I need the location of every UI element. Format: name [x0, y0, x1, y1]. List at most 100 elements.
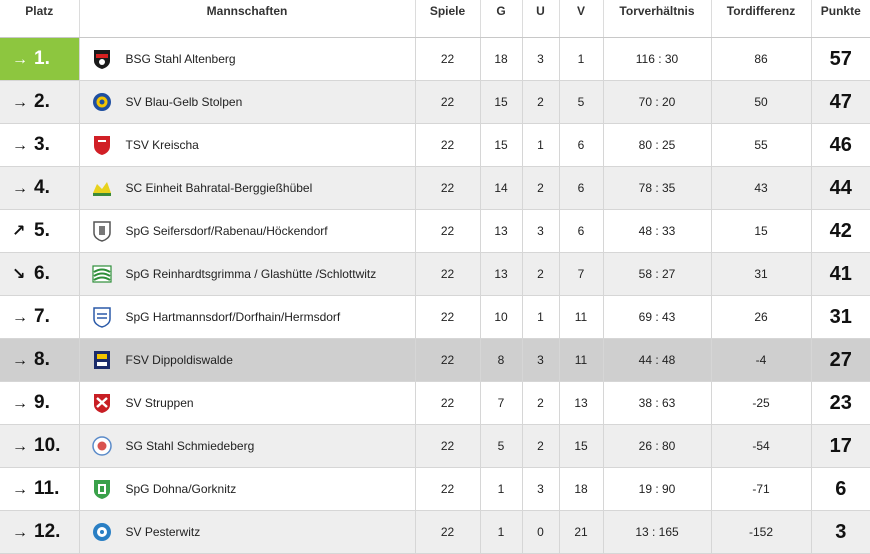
- tordifferenz-cell: -71: [710, 467, 811, 511]
- team-name[interactable]: SV Pesterwitz: [125, 525, 201, 539]
- g-cell: 18: [479, 37, 522, 81]
- trend-arrow-icon: ↗: [12, 223, 26, 240]
- team-name[interactable]: SpG Seifersdorf/Rabenau/Höckendorf: [125, 224, 328, 238]
- rank-number: 5.: [34, 220, 50, 241]
- g-cell: 13: [479, 209, 522, 253]
- g-cell: 7: [479, 381, 522, 425]
- rank-number: 6.: [34, 263, 50, 284]
- u-cell: 0: [521, 510, 559, 554]
- tordifferenz-cell: -54: [710, 424, 811, 468]
- team-name[interactable]: SpG Hartmannsdorf/Dorfhain/Hermsdorf: [125, 310, 341, 324]
- header-row: Platz Mannschaften Spiele G U V Torverhä…: [0, 0, 870, 38]
- v-cell: 11: [558, 295, 603, 339]
- spiele-cell: 22: [414, 295, 480, 339]
- torverhaeltnis-cell: 80 : 25: [602, 123, 711, 167]
- table-row: → 7. SpG Hartmannsdorf/Dorfhain/Hermsdorf 2…: [0, 295, 870, 339]
- crest-green-white-icon: [91, 263, 112, 285]
- header-platz: Platz: [0, 0, 79, 38]
- trend-arrow-icon: →: [12, 438, 28, 455]
- spiele-cell: 22: [414, 80, 480, 124]
- u-cell: 2: [521, 381, 559, 425]
- tordifferenz-cell: -4: [710, 338, 811, 382]
- header-torverhaeltnis: Torverhältnis: [602, 0, 711, 38]
- rank-number: 11.: [34, 478, 60, 499]
- team-cell[interactable]: SV Pesterwitz: [78, 510, 415, 554]
- v-cell: 21: [558, 510, 603, 554]
- u-cell: 2: [521, 80, 559, 124]
- spiele-cell: 22: [414, 37, 480, 81]
- punkte-cell: 23: [810, 381, 870, 425]
- tordifferenz-cell: -152: [710, 510, 811, 554]
- team-name[interactable]: SpG Dohna/Gorknitz: [125, 482, 237, 496]
- punkte-cell: 44: [810, 166, 870, 210]
- punkte-cell: 17: [810, 424, 870, 468]
- v-cell: 6: [558, 209, 603, 253]
- u-cell: 1: [521, 295, 559, 339]
- spiele-cell: 22: [414, 338, 480, 382]
- tordifferenz-cell: 15: [710, 209, 811, 253]
- spiele-cell: 22: [414, 424, 480, 468]
- torverhaeltnis-cell: 69 : 43: [602, 295, 711, 339]
- header-g: G: [479, 0, 522, 38]
- crest-blue-yellow-icon: [92, 91, 112, 113]
- team-cell[interactable]: SpG Hartmannsdorf/Dorfhain/Hermsdorf: [78, 295, 415, 339]
- team-cell[interactable]: SC Einheit Bahratal-Berggießhübel: [78, 166, 415, 210]
- team-name[interactable]: TSV Kreischa: [125, 138, 199, 152]
- header-spiele: Spiele: [414, 0, 480, 38]
- tordifferenz-cell: 86: [710, 37, 811, 81]
- team-name[interactable]: BSG Stahl Altenberg: [125, 52, 236, 66]
- crest-blue-circle-icon: [91, 435, 112, 457]
- team-cell[interactable]: SG Stahl Schmiedeberg: [78, 424, 415, 468]
- team-name[interactable]: SV Blau-Gelb Stolpen: [125, 95, 243, 109]
- table-row: → 2. SV Blau-Gelb Stolpen 22 15 2 5 70 : 20 50 47: [0, 80, 870, 124]
- u-cell: 3: [521, 467, 559, 511]
- team-cell[interactable]: TSV Kreischa: [78, 123, 415, 167]
- torverhaeltnis-cell: 13 : 165: [602, 510, 711, 554]
- punkte-cell: 41: [810, 252, 870, 296]
- rank-number: 10.: [34, 435, 61, 456]
- trend-arrow-icon: →: [12, 137, 28, 154]
- trend-arrow-icon: →: [12, 352, 28, 369]
- u-cell: 2: [521, 424, 559, 468]
- u-cell: 3: [521, 338, 559, 382]
- team-name[interactable]: SG Stahl Schmiedeberg: [125, 439, 255, 453]
- table-row: → 8. FSV Dippoldiswalde 22 8 3 11 44 : 48 -4 27: [0, 338, 870, 382]
- team-name[interactable]: SpG Reinhardtsgrimma / Glashütte /Schlot…: [125, 267, 377, 281]
- rank-number: 4.: [34, 177, 50, 198]
- v-cell: 7: [558, 252, 603, 296]
- team-cell[interactable]: SV Struppen: [78, 381, 415, 425]
- team-cell[interactable]: SV Blau-Gelb Stolpen: [78, 80, 415, 124]
- table-row: ↘ 6. SpG Reinhardtsgrimma / Glashütte /Sch…: [0, 252, 870, 296]
- platz-cell: → 10.: [0, 424, 79, 468]
- spiele-cell: 22: [414, 166, 480, 210]
- v-cell: 11: [558, 338, 603, 382]
- team-cell[interactable]: SpG Reinhardtsgrimma / Glashütte /Schlot…: [78, 252, 415, 296]
- torverhaeltnis-cell: 48 : 33: [602, 209, 711, 253]
- v-cell: 15: [558, 424, 603, 468]
- tordifferenz-cell: 26: [710, 295, 811, 339]
- g-cell: 1: [479, 467, 522, 511]
- g-cell: 14: [479, 166, 522, 210]
- team-name[interactable]: SC Einheit Bahratal-Berggießhübel: [125, 181, 313, 195]
- crest-red-white-icon: [92, 392, 112, 414]
- g-cell: 13: [479, 252, 522, 296]
- team-cell[interactable]: BSG Stahl Altenberg: [78, 37, 415, 81]
- team-cell[interactable]: SpG Seifersdorf/Rabenau/Höckendorf: [78, 209, 415, 253]
- team-name[interactable]: FSV Dippoldiswalde: [125, 353, 233, 367]
- g-cell: 15: [479, 123, 522, 167]
- platz-cell: ↗ 5.: [0, 209, 79, 253]
- team-cell[interactable]: SpG Dohna/Gorknitz: [78, 467, 415, 511]
- trend-arrow-icon: →: [12, 395, 28, 412]
- crest-navy-yellow-icon: [92, 349, 112, 371]
- platz-cell: ↘ 6.: [0, 252, 79, 296]
- v-cell: 5: [558, 80, 603, 124]
- team-cell[interactable]: FSV Dippoldiswalde: [78, 338, 415, 382]
- crest-green-shield-icon: [92, 478, 112, 500]
- g-cell: 15: [479, 80, 522, 124]
- team-name[interactable]: SV Struppen: [125, 396, 194, 410]
- punkte-cell: 6: [810, 467, 870, 511]
- spiele-cell: 22: [414, 467, 480, 511]
- v-cell: 6: [558, 123, 603, 167]
- spiele-cell: 22: [414, 123, 480, 167]
- table-row: ↗ 5. SpG Seifersdorf/Rabenau/Höckendorf 22 1…: [0, 209, 870, 253]
